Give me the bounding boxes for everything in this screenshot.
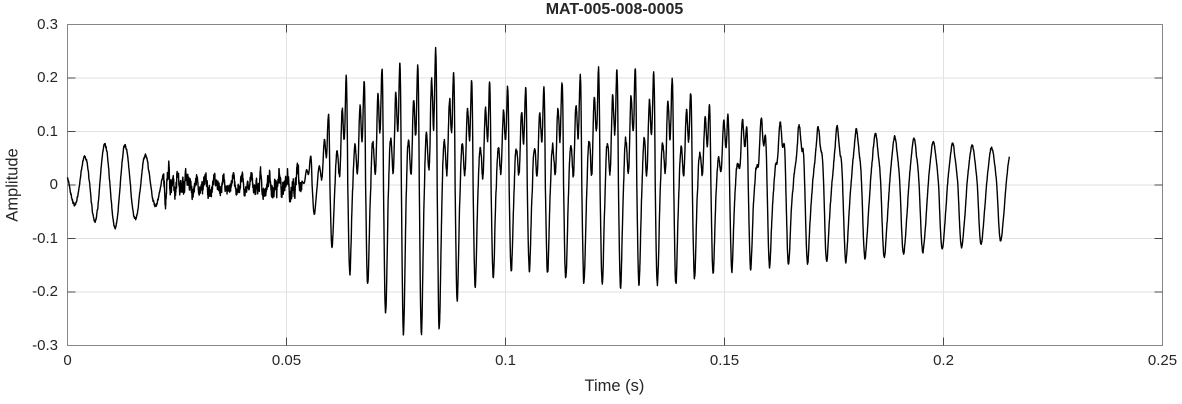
y-tick-label: 0.3 (37, 15, 58, 33)
y-tick-label: 0 (49, 176, 58, 193)
y-tick-label: 0.1 (37, 122, 58, 140)
x-tick-label: 0.15 (709, 352, 740, 369)
x-tick-label: 0.1 (495, 352, 516, 369)
x-tick-label: 0.05 (271, 352, 302, 369)
x-axis-label: Time (s) (584, 377, 645, 395)
chart-title: MAT-005-008-0005 (545, 1, 684, 18)
y-tick-label: -0.1 (32, 229, 58, 247)
y-tick-label: 0.2 (37, 69, 58, 86)
y-tick-label: -0.3 (32, 336, 58, 354)
x-tick-label: 0.2 (933, 352, 954, 369)
x-tick-label: 0.25 (1147, 352, 1178, 369)
y-tick-label: -0.2 (32, 283, 58, 300)
x-tick-label: 0 (63, 352, 72, 369)
